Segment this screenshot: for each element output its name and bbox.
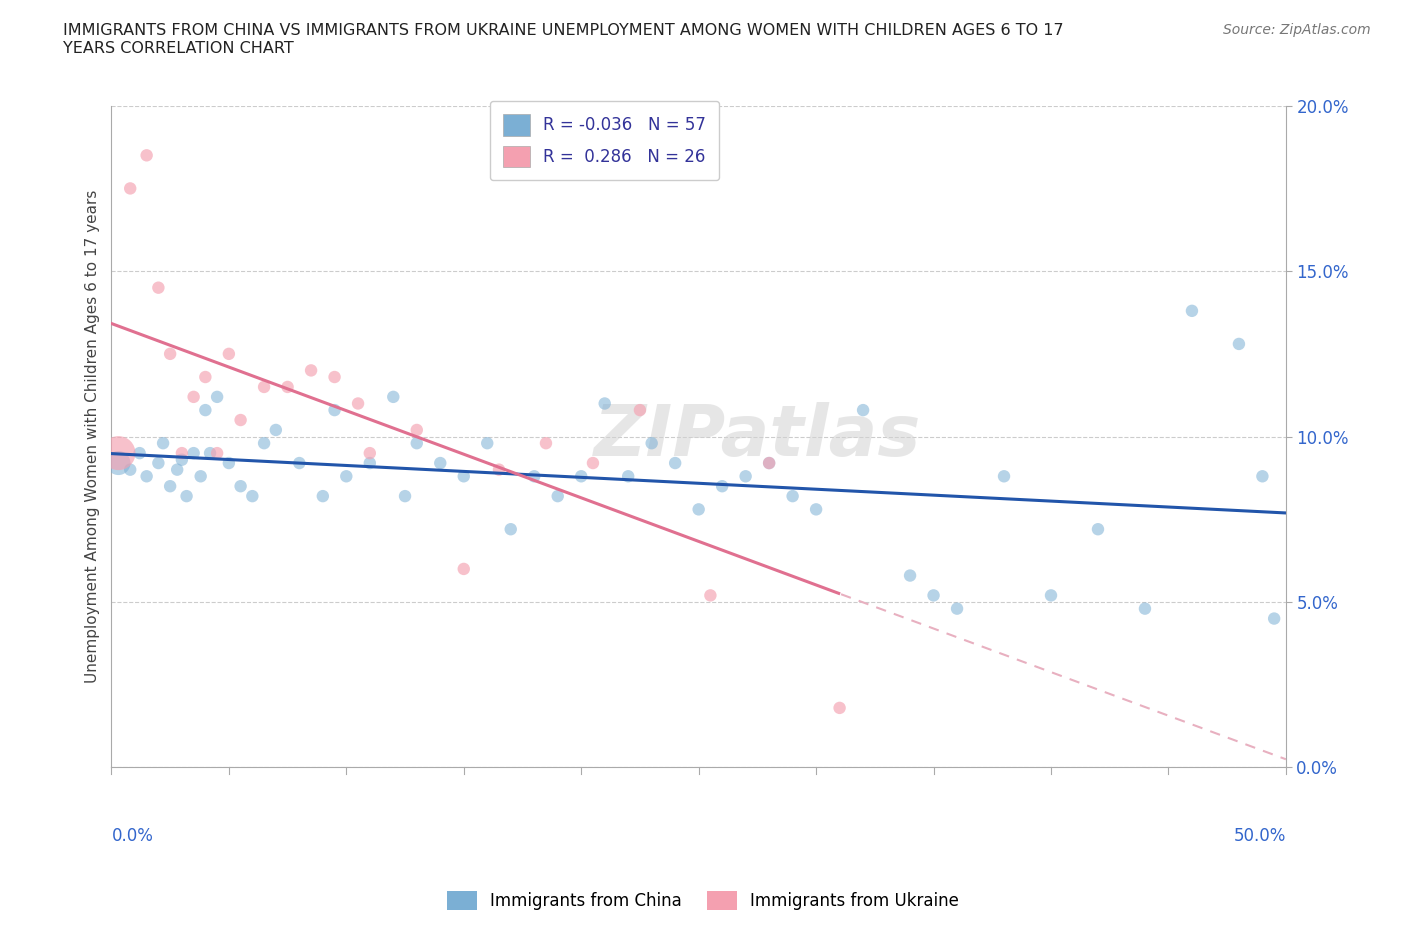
Text: Source: ZipAtlas.com: Source: ZipAtlas.com [1223, 23, 1371, 37]
Point [359, 445, 381, 460]
Point [170, 445, 193, 460]
Point [107, 456, 129, 471]
Point [205, 390, 228, 405]
Legend: Immigrants from China, Immigrants from Ukraine: Immigrants from China, Immigrants from U… [440, 884, 966, 917]
Point [711, 479, 734, 494]
Point [120, 181, 142, 196]
Point [148, 456, 170, 471]
Point [288, 456, 311, 471]
Point [734, 469, 756, 484]
Point [382, 390, 405, 405]
Point [628, 403, 651, 418]
Point [183, 445, 205, 460]
Point [1263, 611, 1285, 626]
Point [359, 456, 381, 471]
Point [323, 369, 346, 384]
Point [547, 488, 569, 503]
Point [688, 502, 710, 517]
Point [523, 469, 546, 484]
Point [453, 469, 475, 484]
Legend: R = -0.036   N = 57, R =  0.286   N = 26: R = -0.036 N = 57, R = 0.286 N = 26 [489, 100, 720, 180]
Point [898, 568, 921, 583]
Point [183, 390, 205, 405]
Point [946, 601, 969, 616]
Point [1040, 588, 1063, 603]
Point [159, 479, 181, 494]
Y-axis label: Unemployment Among Women with Children Ages 6 to 17 years: Unemployment Among Women with Children A… [86, 190, 100, 684]
Point [922, 588, 945, 603]
Point [593, 396, 616, 411]
Point [240, 488, 263, 503]
Point [699, 588, 721, 603]
Point [148, 280, 170, 295]
Point [264, 422, 287, 437]
Point [229, 413, 252, 428]
Point [499, 522, 522, 537]
Point [758, 456, 780, 471]
Point [617, 469, 640, 484]
Point [993, 469, 1015, 484]
Point [205, 445, 228, 460]
Point [347, 396, 370, 411]
Point [477, 436, 499, 451]
Point [758, 456, 780, 471]
Point [1133, 601, 1156, 616]
Point [159, 346, 181, 361]
Point [253, 379, 276, 394]
Point [120, 462, 142, 477]
Point [299, 363, 322, 378]
Point [166, 462, 188, 477]
Point [176, 488, 198, 503]
Point [135, 469, 157, 484]
Point [218, 456, 240, 471]
Point [152, 436, 174, 451]
Point [190, 469, 212, 484]
Point [198, 445, 221, 460]
Point [335, 469, 357, 484]
Point [312, 488, 335, 503]
Point [569, 469, 592, 484]
Text: ZIPatlas: ZIPatlas [593, 402, 921, 472]
Point [128, 445, 150, 460]
Point [405, 422, 427, 437]
Point [229, 479, 252, 494]
Point [488, 462, 510, 477]
Point [852, 403, 875, 418]
Point [1227, 337, 1250, 352]
Point [194, 403, 217, 418]
Point [253, 436, 276, 451]
Point [828, 700, 851, 715]
Point [1251, 469, 1274, 484]
Text: IMMIGRANTS FROM CHINA VS IMMIGRANTS FROM UKRAINE UNEMPLOYMENT AMONG WOMEN WITH C: IMMIGRANTS FROM CHINA VS IMMIGRANTS FROM… [63, 23, 1064, 56]
Point [135, 148, 157, 163]
Point [582, 456, 605, 471]
Point [277, 379, 299, 394]
Point [534, 436, 557, 451]
Point [218, 346, 240, 361]
Point [107, 445, 129, 460]
Point [429, 456, 451, 471]
Point [170, 452, 193, 467]
Point [394, 488, 416, 503]
Point [664, 456, 686, 471]
Point [323, 403, 346, 418]
Point [782, 488, 804, 503]
Text: 0.0%: 0.0% [111, 827, 153, 845]
Text: 50.0%: 50.0% [1233, 827, 1286, 845]
Point [1181, 303, 1204, 318]
Point [804, 502, 827, 517]
Point [640, 436, 662, 451]
Point [194, 369, 217, 384]
Point [1087, 522, 1109, 537]
Point [405, 436, 427, 451]
Point [453, 562, 475, 577]
